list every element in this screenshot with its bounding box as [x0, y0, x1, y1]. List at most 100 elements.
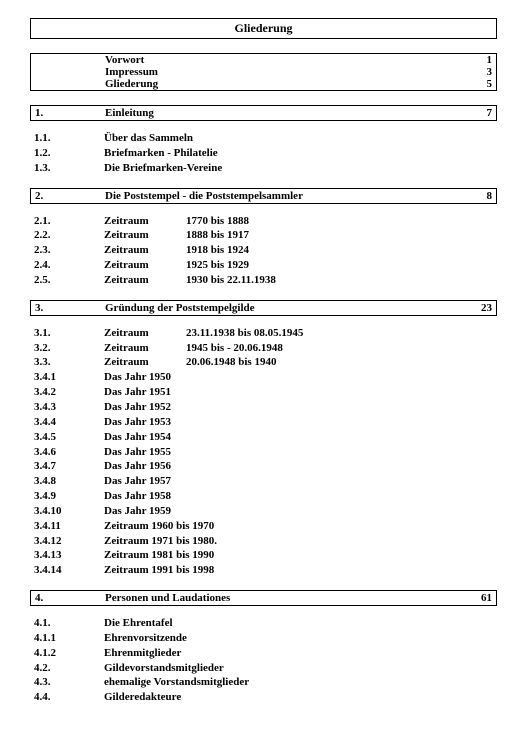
toc-entry: 3.4.12Zeitraum 1971 bis 1980. [30, 534, 497, 549]
entry-number: 4.1. [34, 616, 104, 631]
entry-sublabel-2: 1918 bis 1924 [186, 243, 463, 258]
entry-number: 3.4.10 [34, 504, 104, 519]
entry-number: 3.4.13 [34, 548, 104, 563]
section-page: 61 [462, 592, 492, 604]
entry-number: 3.4.11 [34, 519, 104, 534]
entry-sublabel-1: Zeitraum [104, 243, 186, 258]
toc-entry: 4.1.1Ehrenvorsitzende [30, 631, 497, 646]
entry-label: Gildevorstandsmitglieder [104, 661, 463, 676]
toc-entry: 2.5.Zeitraum1930 bis 22.11.1938 [30, 273, 497, 288]
entry-number: 4.2. [34, 661, 104, 676]
entry-label: Zeitraum 1981 bis 1990 [104, 548, 463, 563]
toc-entry: 2.4.Zeitraum1925 bis 1929 [30, 258, 497, 273]
entry-number: 2.4. [34, 258, 104, 273]
entry-number: 4.3. [34, 675, 104, 690]
toc-entry: 3.1.Zeitraum23.11.1938 bis 08.05.1945 [30, 326, 497, 341]
entry-label: Das Jahr 1956 [104, 459, 463, 474]
entry-label: Zeitraum1918 bis 1924 [104, 243, 463, 258]
entry-label: Das Jahr 1953 [104, 415, 463, 430]
page-title: Gliederung [234, 21, 292, 35]
entry-sublabel-2: 1888 bis 1917 [186, 228, 463, 243]
entry-number: 4.4. [34, 690, 104, 705]
section-header-bar: 2.Die Poststempel - die Poststempelsamml… [30, 188, 497, 204]
entry-label: Briefmarken - Philatelie [104, 146, 463, 161]
toc-entry: 3.4.6Das Jahr 1955 [30, 445, 497, 460]
section-header-bar: 4.Personen und Laudationes61 [30, 590, 497, 606]
entry-label: Zeitraum 1971 bis 1980. [104, 534, 463, 549]
entry-sublabel-2: 1925 bis 1929 [186, 258, 463, 273]
entry-page [463, 258, 493, 273]
entry-page [463, 341, 493, 356]
entry-page [463, 690, 493, 705]
toc-entry: 3.4.8Das Jahr 1957 [30, 474, 497, 489]
entry-page [463, 661, 493, 676]
entry-number: 1.1. [34, 131, 104, 146]
entry-label: Zeitraum1930 bis 22.11.1938 [104, 273, 463, 288]
section-page: 23 [462, 302, 492, 314]
toc-entry: 2.3.Zeitraum1918 bis 1924 [30, 243, 497, 258]
entry-page [463, 445, 493, 460]
entry-sublabel-2: 1770 bis 1888 [186, 214, 463, 229]
entry-number: 1.3. [34, 161, 104, 176]
entry-page [463, 370, 493, 385]
entry-number: 2.3. [34, 243, 104, 258]
intro-box: Vorwort 1 Impressum 3 Gliederung 5 [30, 53, 497, 91]
entry-sublabel-1: Zeitraum [104, 214, 186, 229]
entry-label: Das Jahr 1957 [104, 474, 463, 489]
entry-label: ehemalige Vorstandsmitglieder [104, 675, 463, 690]
intro-page: 1 [462, 54, 492, 66]
toc-entry: 1.3.Die Briefmarken-Vereine [30, 161, 497, 176]
entry-number: 4.1.2 [34, 646, 104, 661]
entry-page [463, 489, 493, 504]
entry-sublabel-1: Zeitraum [104, 326, 186, 341]
sections-container: 1.Einleitung7 1.1.Über das Sammeln1.2.Bri… [30, 105, 497, 705]
toc-entry: 3.4.13Zeitraum 1981 bis 1990 [30, 548, 497, 563]
entry-page [463, 228, 493, 243]
entry-number: 3.4.8 [34, 474, 104, 489]
entry-label: Ehrenvorsitzende [104, 631, 463, 646]
toc-entry: 2.1.Zeitraum1770 bis 1888 [30, 214, 497, 229]
entry-number: 3.4.9 [34, 489, 104, 504]
toc-entry: 1.2.Briefmarken - Philatelie [30, 146, 497, 161]
intro-row: Gliederung 5 [31, 78, 496, 90]
entry-page [463, 214, 493, 229]
entry-sublabel-2: 1930 bis 22.11.1938 [186, 273, 463, 288]
entry-label: Zeitraum 1991 bis 1998 [104, 563, 463, 578]
intro-row: Vorwort 1 [31, 54, 496, 66]
toc-entry: 4.2.Gildevorstandsmitglieder [30, 661, 497, 676]
section-number: 4. [35, 592, 105, 604]
entry-number: 3.2. [34, 341, 104, 356]
entry-label: Zeitraum1888 bis 1917 [104, 228, 463, 243]
entry-page [463, 161, 493, 176]
section-title: Personen und Laudationes [105, 592, 462, 604]
entry-label: Zeitraum1925 bis 1929 [104, 258, 463, 273]
toc-entry: 3.4.14Zeitraum 1991 bis 1998 [30, 563, 497, 578]
entry-number: 3.4.4 [34, 415, 104, 430]
entry-sublabel-2: 1945 bis - 20.06.1948 [186, 341, 463, 356]
toc-entry: 4.3.ehemalige Vorstandsmitglieder [30, 675, 497, 690]
entry-page [463, 415, 493, 430]
entry-page [463, 474, 493, 489]
entry-page [463, 326, 493, 341]
section-number: 3. [35, 302, 105, 314]
section-entries: 2.1.Zeitraum1770 bis 18882.2.Zeitraum188… [30, 214, 497, 288]
entry-sublabel-1: Zeitraum [104, 355, 186, 370]
entry-number: 3.4.7 [34, 459, 104, 474]
toc-entry: 3.4.10Das Jahr 1959 [30, 504, 497, 519]
intro-page: 5 [462, 78, 492, 90]
entry-label: Ehrenmitglieder [104, 646, 463, 661]
entry-label: Das Jahr 1958 [104, 489, 463, 504]
section-entries: 1.1.Über das Sammeln1.2.Briefmarken - Ph… [30, 131, 497, 176]
section-entries: 3.1.Zeitraum23.11.1938 bis 08.05.19453.2… [30, 326, 497, 578]
entry-number: 4.1.1 [34, 631, 104, 646]
section-header-bar: 1.Einleitung7 [30, 105, 497, 121]
entry-label: Das Jahr 1959 [104, 504, 463, 519]
entry-sublabel-2: 23.11.1938 bis 08.05.1945 [186, 326, 463, 341]
entry-page [463, 459, 493, 474]
toc-entry: 3.4.5Das Jahr 1954 [30, 430, 497, 445]
entry-sublabel-1: Zeitraum [104, 258, 186, 273]
toc-entry: 4.1.Die Ehrentafel [30, 616, 497, 631]
intro-num [35, 66, 105, 78]
entry-page [463, 273, 493, 288]
entry-label: Zeitraum23.11.1938 bis 08.05.1945 [104, 326, 463, 341]
